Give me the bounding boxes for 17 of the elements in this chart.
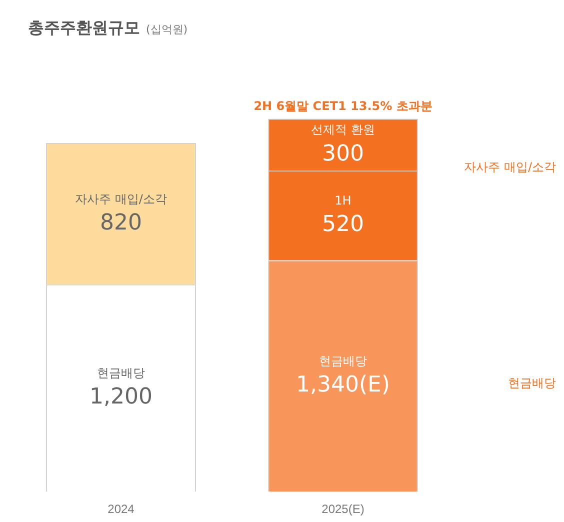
series-label: 선제적 환원 — [311, 122, 375, 137]
x-tick-label: 2024 — [108, 502, 135, 516]
text: 자사주 매입/소각 — [464, 160, 556, 174]
series-label: 1H — [334, 194, 352, 208]
x-tick-label: 2025(E) — [322, 502, 364, 516]
text: 현금배당 — [319, 354, 367, 368]
annotation: 2H 6월말 CET1 13.5% 초과분 — [254, 98, 432, 113]
series-label: 현금배당 — [97, 366, 145, 380]
series-label: 자사주 매입/소각 — [75, 192, 167, 206]
data-label: 1,200 — [90, 384, 152, 410]
data-label: 1,340(E) — [296, 372, 390, 398]
data-label: 520 — [322, 212, 364, 238]
data-label: 820 — [100, 210, 142, 236]
data-label: 300 — [322, 141, 364, 166]
chart-subtitle: (십억원) — [146, 23, 188, 36]
text: 현금배당 — [508, 376, 556, 390]
chart-title: 총주주환원규모 — [28, 18, 140, 37]
